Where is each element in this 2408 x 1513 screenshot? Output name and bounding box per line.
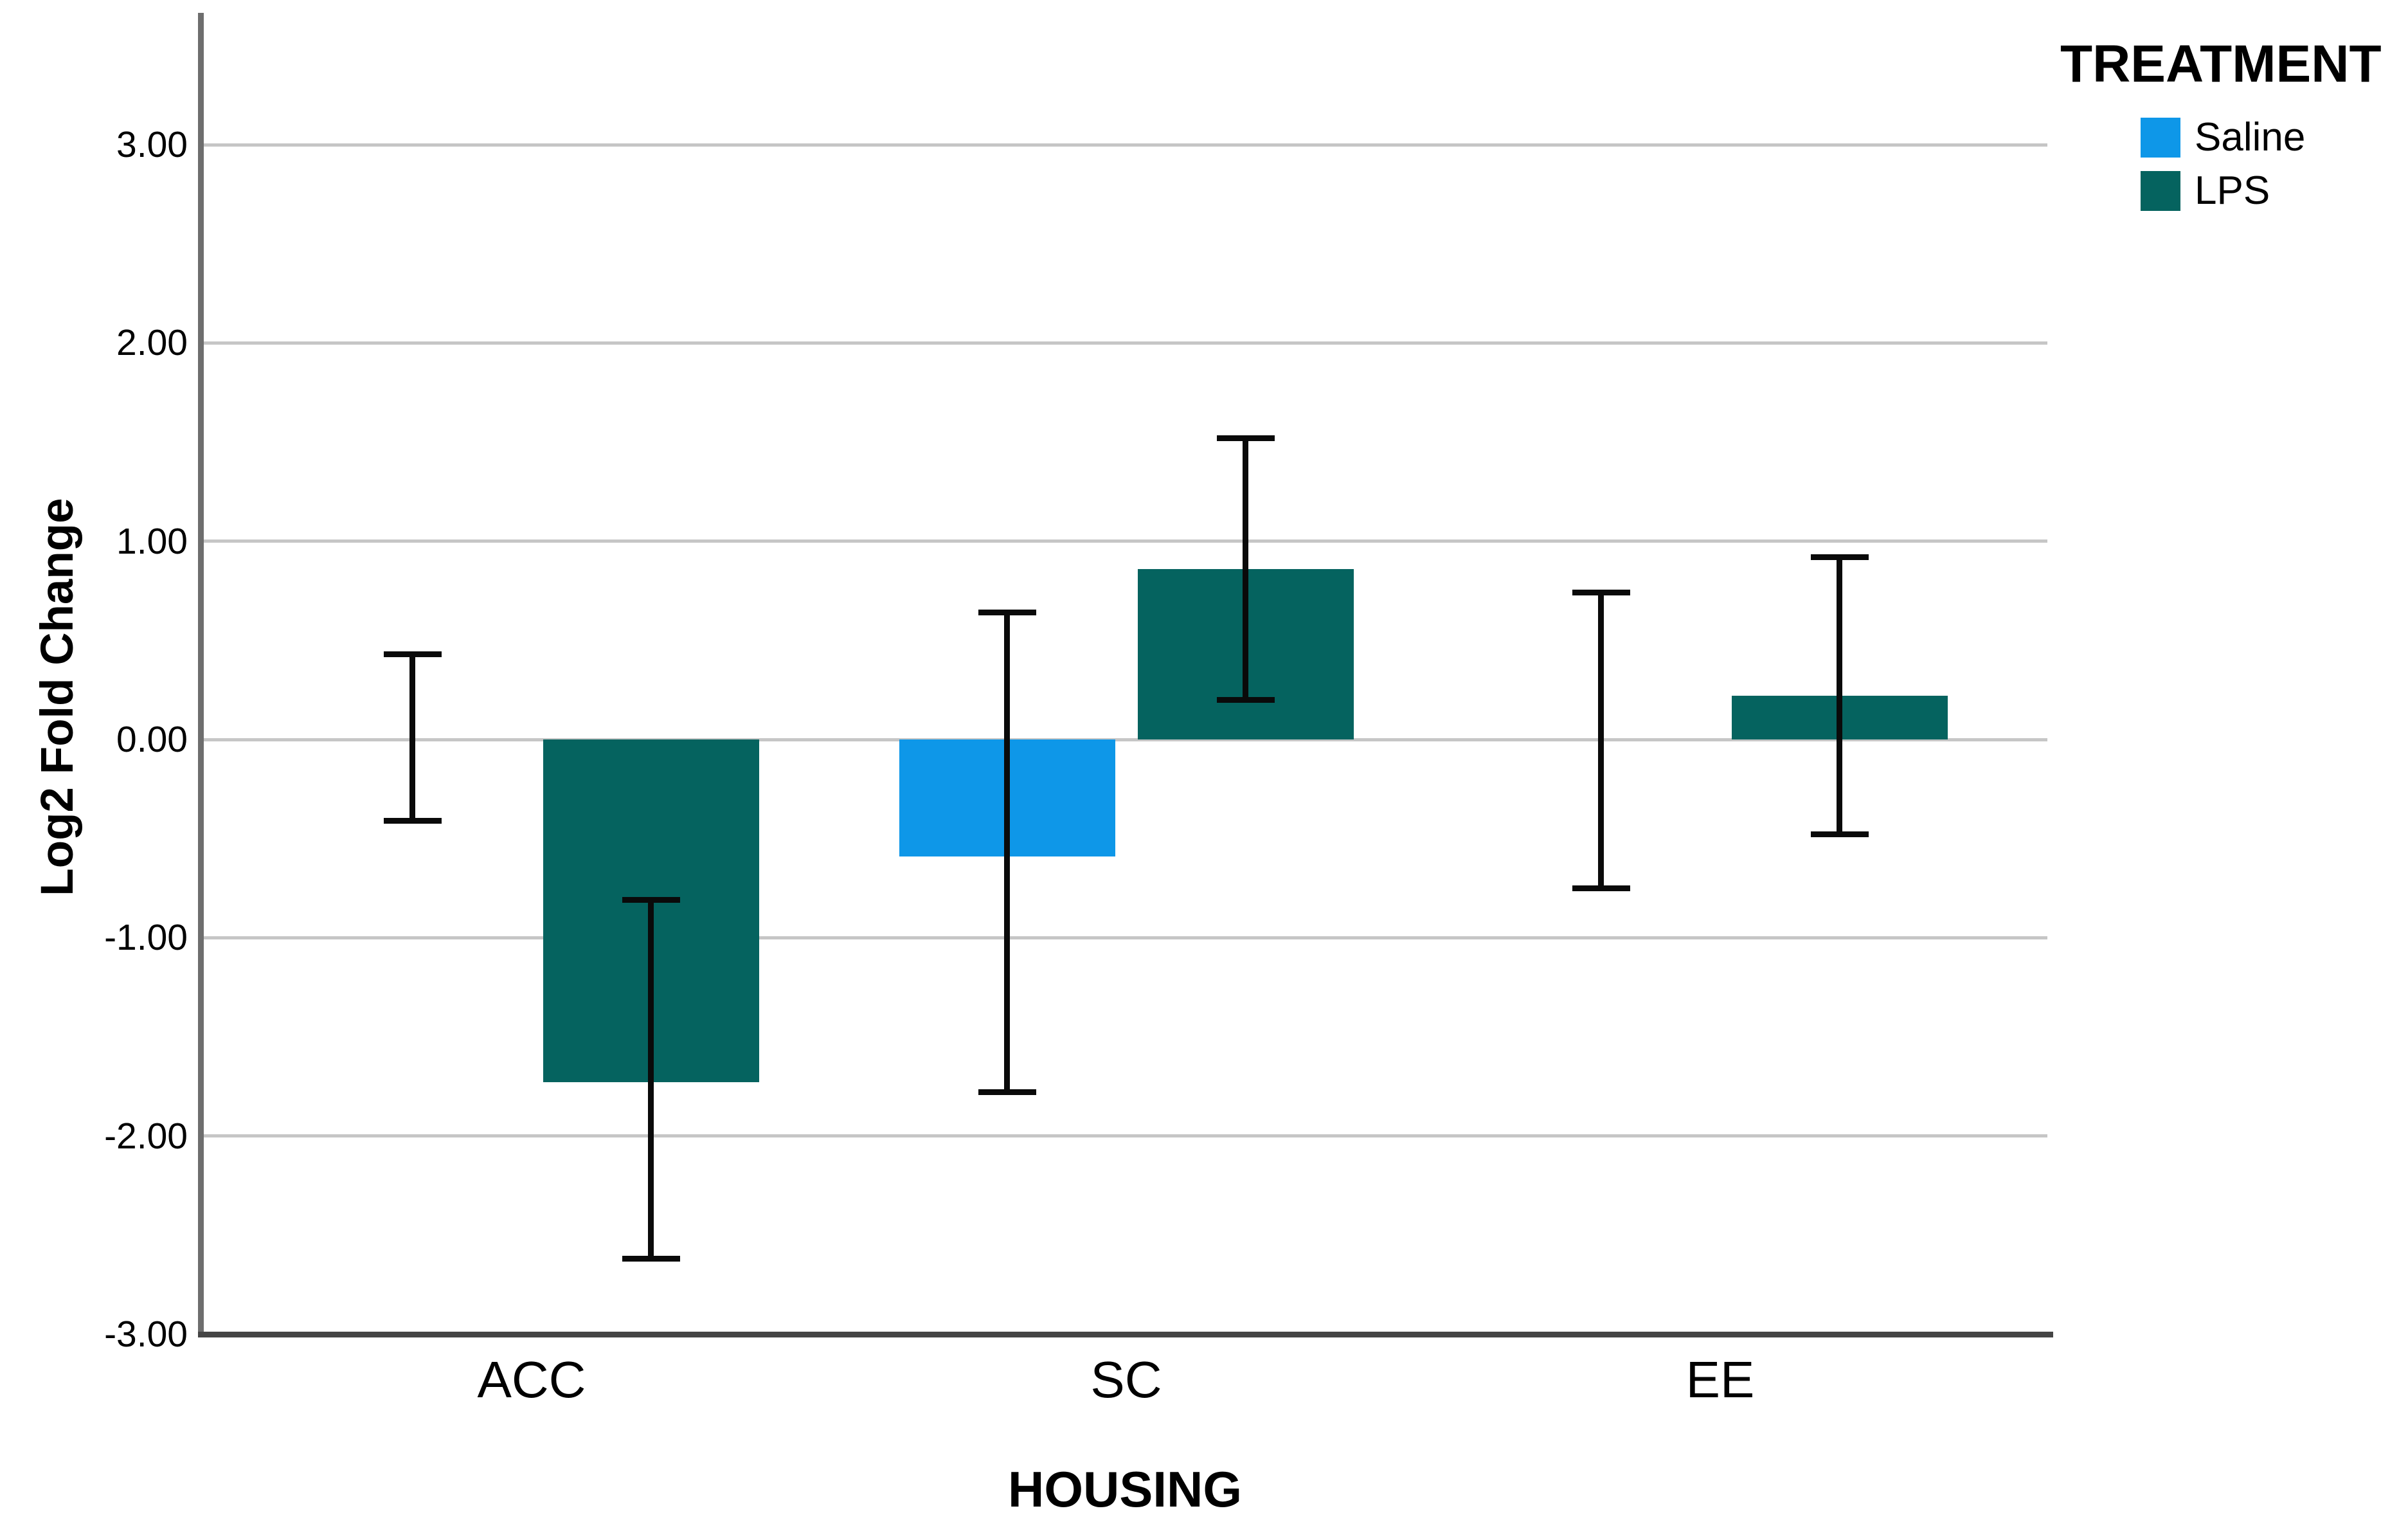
error-bar-saline-ee-cap-bottom [1572, 885, 1630, 891]
error-bar-saline-acc-cap-bottom [383, 817, 442, 824]
x-axis-line [198, 1332, 2053, 1337]
y-tick-label--2: -2.00 [104, 1115, 188, 1157]
error-bar-saline-sc-cap-top [978, 610, 1036, 616]
error-bar-lps-sc-cap-bottom [1216, 696, 1275, 703]
gridline-0 [201, 738, 2047, 741]
error-bar-lps-sc-cap-top [1216, 435, 1275, 441]
error-bar-saline-sc-cap-bottom [978, 1089, 1036, 1096]
gridline--1 [201, 936, 2047, 939]
legend-item-lps: LPS [2141, 171, 2305, 211]
legend-items: Saline LPS [2141, 118, 2305, 224]
error-bar-saline-acc-line [409, 654, 415, 821]
y-tick-label-0: 0.00 [116, 719, 188, 760]
y-tick-label-3: 3.00 [116, 124, 188, 165]
legend-label-lps: LPS [2195, 168, 2270, 213]
error-bar-lps-acc-cap-top [622, 897, 680, 903]
legend-item-saline: Saline [2141, 118, 2305, 158]
x-axis-title: HOUSING [1007, 1461, 1243, 1513]
y-axis-line [198, 13, 204, 1337]
error-bar-lps-ee-cap-top [1810, 554, 1869, 560]
y-tick-label-1: 1.00 [116, 520, 188, 562]
x-category-label-ee: EE [1685, 1351, 1755, 1408]
error-bar-saline-sc-line [1004, 612, 1010, 1092]
legend-label-saline: Saline [2195, 115, 2306, 159]
gridline-1 [201, 539, 2047, 543]
error-bar-lps-acc-cap-bottom [622, 1256, 680, 1262]
legend-title: TREATMENT [2060, 35, 2382, 93]
y-tick-label-2: 2.00 [116, 322, 188, 364]
error-bar-lps-acc-line [648, 900, 654, 1259]
error-bar-lps-ee-line [1837, 557, 1842, 835]
legend-swatch-lps [2141, 171, 2180, 211]
error-bar-lps-ee-cap-bottom [1810, 831, 1869, 838]
gridline--2 [201, 1134, 2047, 1138]
x-category-label-acc: ACC [477, 1351, 586, 1408]
error-bar-saline-ee-line [1598, 592, 1604, 889]
y-tick-label--1: -1.00 [104, 917, 188, 959]
error-bar-saline-ee-cap-top [1572, 590, 1630, 596]
error-bar-saline-acc-cap-top [383, 651, 442, 657]
y-tick-label--3: -3.00 [104, 1313, 188, 1355]
gridline-3 [201, 143, 2047, 147]
x-category-label-sc: SC [1090, 1351, 1162, 1408]
gridline-2 [201, 341, 2047, 345]
error-bar-lps-sc-line [1243, 438, 1248, 700]
legend-swatch-saline [2141, 118, 2180, 158]
